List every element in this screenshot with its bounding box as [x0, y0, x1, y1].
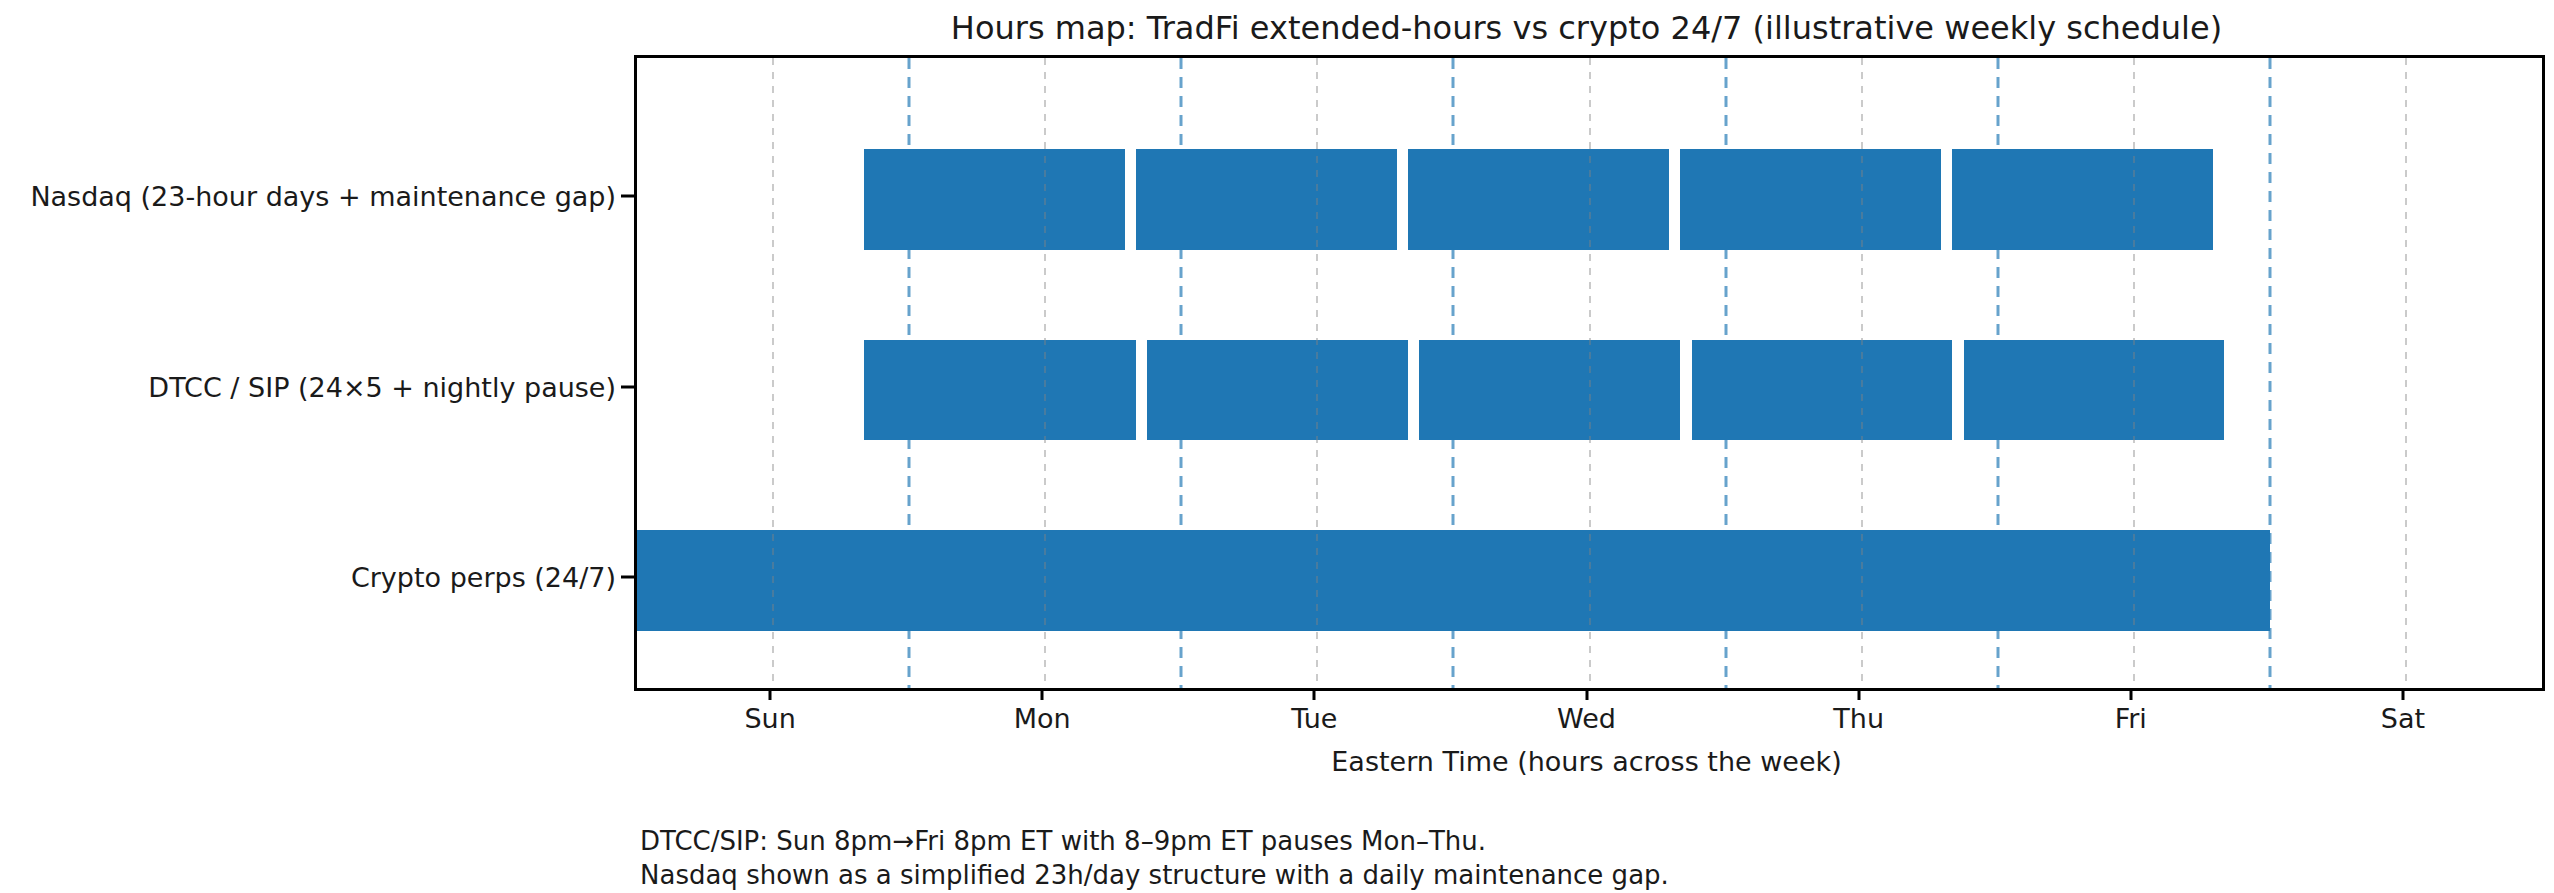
- tick-center-gridline: [1316, 58, 1318, 688]
- footnotes: DTCC/SIP: Sun 8pm→Fri 8pm ET with 8–9pm …: [640, 824, 1669, 892]
- footnote-line-2: Nasdaq shown as a simplified 23h/day str…: [640, 858, 1669, 892]
- y-tick-mark: [621, 386, 634, 389]
- plot-area: [634, 55, 2545, 691]
- y-tick-mark: [621, 576, 634, 579]
- y-axis-label-crypto-perps: Crypto perps (24/7): [0, 564, 616, 591]
- chart-title: Hours map: TradFi extended-hours vs cryp…: [634, 8, 2539, 48]
- x-tick-mark: [1857, 688, 1860, 700]
- tick-center-gridline: [2405, 58, 2407, 688]
- x-tick-label-tue: Tue: [1291, 704, 1337, 734]
- footnote-line-1: DTCC/SIP: Sun 8pm→Fri 8pm ET with 8–9pm …: [640, 824, 1669, 858]
- x-tick-mark: [2129, 688, 2132, 700]
- y-tick-mark: [621, 195, 634, 198]
- tick-gridlines-layer: [637, 58, 2542, 688]
- x-tick-label-wed: Wed: [1557, 704, 1616, 734]
- x-tick-label-sun: Sun: [744, 704, 795, 734]
- x-tick-mark: [1041, 688, 1044, 700]
- x-tick-mark: [2401, 688, 2404, 700]
- y-axis-label-dtcc-sip: DTCC / SIP (24×5 + nightly pause): [0, 374, 616, 401]
- x-tick-mark: [1585, 688, 1588, 700]
- figure: Hours map: TradFi extended-hours vs cryp…: [0, 0, 2554, 893]
- tick-center-gridline: [1589, 58, 1591, 688]
- x-tick-label-fri: Fri: [2115, 704, 2147, 734]
- tick-center-gridline: [2133, 58, 2135, 688]
- x-tick-mark: [769, 688, 772, 700]
- x-axis-title: Eastern Time (hours across the week): [634, 747, 2539, 777]
- x-tick-label-mon: Mon: [1014, 704, 1071, 734]
- tick-center-gridline: [1044, 58, 1046, 688]
- x-tick-label-thu: Thu: [1833, 704, 1884, 734]
- y-axis-label-nasdaq: Nasdaq (23-hour days + maintenance gap): [0, 183, 616, 210]
- x-tick-label-sat: Sat: [2381, 704, 2425, 734]
- x-tick-mark: [1313, 688, 1316, 700]
- tick-center-gridline: [772, 58, 774, 688]
- tick-center-gridline: [1861, 58, 1863, 688]
